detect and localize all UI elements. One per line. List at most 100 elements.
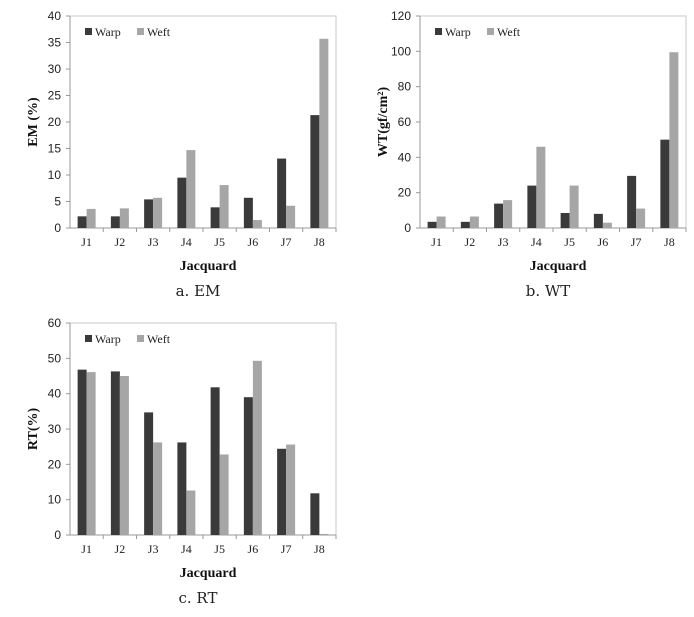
y-tick-label: 0 — [54, 528, 61, 542]
y-tick-label: 60 — [398, 115, 412, 129]
bar-weft-J1 — [86, 372, 96, 535]
bar-weft-J4 — [536, 146, 546, 228]
y-tick-label: 40 — [48, 387, 62, 401]
y-tick-label: 120 — [391, 9, 411, 23]
bar-weft-J3 — [153, 197, 163, 228]
x-tick-label: J3 — [498, 235, 509, 249]
bar-weft-J2 — [119, 376, 129, 535]
bar-weft-J5 — [219, 454, 229, 535]
bar-warp-J7 — [277, 448, 287, 535]
chart-caption: b. WT — [526, 282, 571, 300]
bar-warp-J3 — [144, 412, 154, 535]
chart-wt: 0 20 40 60 80 100 120 J1 J2 J3 J4 J5 J6 J7 J8 Warp Weft J… — [376, 9, 687, 300]
bar-warp-J7 — [277, 158, 287, 228]
bar-weft-J7 — [286, 205, 296, 228]
legend-swatch-weft — [137, 28, 144, 35]
bar-weft-J1 — [86, 208, 96, 228]
bar-warp-J5 — [560, 212, 570, 228]
plot-area — [419, 15, 687, 229]
bar-warp-J3 — [494, 203, 504, 228]
chart-rt: 0 10 20 30 40 50 60 J1 J2 J3 J4 J5 J6 J7 J8 Warp Weft Jac… — [26, 316, 337, 607]
y-tick-label: 0 — [404, 221, 411, 235]
y-axis-title: RT(%) — [26, 408, 41, 451]
y-tick-label: 20 — [48, 115, 62, 129]
y-axis-title: EM (%) — [26, 97, 41, 147]
y-tick-label: 100 — [391, 44, 411, 58]
bar-weft-J5 — [569, 185, 579, 228]
y-tick-label: 60 — [48, 316, 62, 330]
bar-weft-J8 — [319, 533, 329, 535]
y-tick-label: 10 — [48, 168, 62, 182]
x-tick-label: J5 — [564, 235, 575, 249]
x-tick-label: J7 — [281, 235, 292, 249]
bar-weft-J6 — [252, 360, 262, 535]
x-tick-label: J1 — [81, 235, 92, 249]
legend-swatch-warp — [435, 28, 442, 35]
bar-warp-J1 — [77, 369, 87, 535]
x-tick-label: J6 — [248, 542, 259, 556]
y-tick-label: 50 — [48, 351, 62, 365]
bar-warp-J2 — [110, 216, 120, 228]
x-axis-title: Jacquard — [530, 259, 587, 274]
y-tick-label: 5 — [54, 195, 61, 209]
x-tick-label: J2 — [465, 235, 476, 249]
bar-warp-J4 — [177, 177, 187, 228]
y-tick-label: 40 — [398, 150, 412, 164]
bar-weft-J7 — [286, 444, 296, 535]
bar-warp-J1 — [77, 216, 87, 228]
x-tick-label: J7 — [281, 542, 292, 556]
bar-warp-J3 — [144, 199, 154, 228]
y-tick-label: 25 — [48, 89, 62, 103]
bar-warp-J6 — [243, 397, 253, 535]
bar-weft-J4 — [186, 150, 196, 228]
bar-warp-J5 — [210, 207, 220, 228]
x-axis-title: Jacquard — [180, 259, 237, 274]
x-tick-label: J3 — [148, 542, 159, 556]
plot-area — [69, 15, 337, 229]
y-tick-label: 40 — [48, 9, 62, 23]
x-tick-label: J6 — [598, 235, 609, 249]
x-tick-label: J4 — [531, 235, 542, 249]
bar-weft-J6 — [602, 222, 612, 228]
bar-weft-J3 — [503, 200, 513, 228]
x-tick-label: J6 — [248, 235, 259, 249]
legend-label-weft: Weft — [497, 25, 521, 39]
x-tick-label: J7 — [631, 235, 642, 249]
bar-warp-J6 — [243, 197, 253, 228]
bar-warp-J5 — [210, 387, 220, 535]
bar-warp-J4 — [527, 185, 537, 228]
bar-weft-J8 — [669, 52, 679, 228]
x-tick-label: J2 — [115, 542, 126, 556]
bar-weft-J6 — [252, 220, 262, 228]
bar-warp-J6 — [593, 213, 603, 228]
x-tick-label: J2 — [115, 235, 126, 249]
bar-weft-J8 — [319, 38, 329, 228]
legend-swatch-warp — [85, 335, 92, 342]
y-tick-label: 30 — [48, 422, 62, 436]
x-tick-label: J4 — [181, 542, 192, 556]
bar-warp-J8 — [660, 139, 670, 228]
x-tick-label: J8 — [314, 235, 325, 249]
legend-label-weft: Weft — [147, 25, 171, 39]
y-tick-label: 10 — [48, 493, 62, 507]
legend-swatch-weft — [487, 28, 494, 35]
bar-warp-J2 — [460, 221, 470, 228]
legend-swatch-weft — [137, 335, 144, 342]
x-tick-label: J5 — [214, 235, 225, 249]
x-tick-label: J1 — [81, 542, 92, 556]
plot-area — [69, 322, 337, 536]
y-tick-label: 35 — [48, 36, 62, 50]
bar-weft-J1 — [436, 216, 446, 228]
bar-warp-J8 — [310, 115, 320, 228]
legend-label-warp: Warp — [445, 25, 471, 39]
x-tick-label: J8 — [314, 542, 325, 556]
y-tick-label: 80 — [398, 80, 412, 94]
x-tick-label: J5 — [214, 542, 225, 556]
bar-warp-J1 — [427, 221, 437, 228]
x-tick-label: J4 — [181, 235, 192, 249]
y-tick-label: 15 — [48, 142, 62, 156]
bar-weft-J2 — [119, 208, 129, 228]
y-axis-title: WT(gf/cm²) — [376, 87, 391, 158]
chart-caption: a. EM — [176, 282, 221, 300]
x-axis-title: Jacquard — [180, 566, 237, 581]
